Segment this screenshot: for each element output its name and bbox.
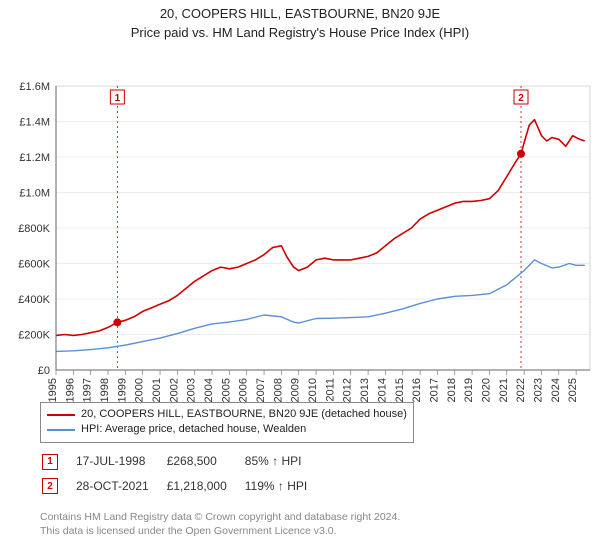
svg-text:2000: 2000 — [134, 378, 146, 402]
svg-text:2025: 2025 — [567, 378, 579, 402]
chart-title: 20, COOPERS HILL, EASTBOURNE, BN20 9JE — [0, 0, 600, 23]
svg-text:£1.0M: £1.0M — [19, 187, 50, 199]
svg-text:2003: 2003 — [186, 378, 198, 402]
price-chart: £0 £200K £400K £600K £800K £1.0M £1.2M £1.4M £1.… — [0, 40, 600, 430]
marker-row: 117-JUL-1998£268,50085% ↑ HPI — [42, 450, 323, 473]
svg-text:2011: 2011 — [324, 378, 336, 402]
svg-text:2016: 2016 — [411, 378, 423, 402]
svg-text:1997: 1997 — [82, 378, 94, 402]
svg-text:2: 2 — [518, 93, 524, 104]
svg-text:2024: 2024 — [550, 378, 562, 402]
svg-text:2008: 2008 — [272, 378, 284, 402]
svg-text:2006: 2006 — [238, 378, 250, 402]
sales-markers-table: 117-JUL-1998£268,50085% ↑ HPI228-OCT-202… — [40, 448, 325, 499]
svg-text:2020: 2020 — [480, 378, 492, 402]
svg-text:2007: 2007 — [255, 378, 267, 402]
svg-text:£800K: £800K — [18, 223, 50, 235]
svg-text:2013: 2013 — [359, 378, 371, 402]
svg-text:2018: 2018 — [446, 378, 458, 402]
legend-item: HPI: Average price, detached house, Weal… — [47, 422, 407, 437]
svg-text:2015: 2015 — [394, 378, 406, 402]
svg-text:1999: 1999 — [116, 378, 128, 402]
legend: 20, COOPERS HILL, EASTBOURNE, BN20 9JE (… — [40, 402, 414, 443]
svg-text:£0: £0 — [38, 365, 50, 377]
svg-text:1998: 1998 — [99, 378, 111, 402]
svg-text:£1.6M: £1.6M — [19, 81, 50, 93]
chart-subtitle: Price paid vs. HM Land Registry's House … — [0, 23, 600, 40]
svg-text:£200K: £200K — [18, 329, 50, 341]
footer-attribution: Contains HM Land Registry data © Crown c… — [40, 510, 400, 538]
svg-text:£1.2M: £1.2M — [19, 152, 50, 164]
svg-text:2017: 2017 — [428, 378, 440, 402]
svg-text:£400K: £400K — [18, 294, 50, 306]
legend-item: 20, COOPERS HILL, EASTBOURNE, BN20 9JE (… — [47, 407, 407, 422]
svg-text:2014: 2014 — [376, 378, 388, 402]
svg-text:2021: 2021 — [498, 378, 510, 402]
svg-text:2009: 2009 — [290, 378, 302, 402]
svg-text:2022: 2022 — [515, 378, 527, 402]
svg-text:2012: 2012 — [342, 378, 354, 402]
svg-text:1: 1 — [115, 93, 121, 104]
svg-text:2010: 2010 — [307, 378, 319, 402]
svg-text:2004: 2004 — [203, 378, 215, 402]
svg-text:2002: 2002 — [168, 378, 180, 402]
svg-text:2005: 2005 — [220, 378, 232, 402]
svg-text:£600K: £600K — [18, 258, 50, 270]
svg-text:£1.4M: £1.4M — [19, 116, 50, 128]
marker-row: 228-OCT-2021£1,218,000119% ↑ HPI — [42, 475, 323, 498]
svg-text:2019: 2019 — [463, 378, 475, 402]
svg-text:1995: 1995 — [47, 378, 59, 402]
svg-text:1996: 1996 — [64, 378, 76, 402]
svg-text:2001: 2001 — [151, 378, 163, 402]
svg-text:2023: 2023 — [532, 378, 544, 402]
